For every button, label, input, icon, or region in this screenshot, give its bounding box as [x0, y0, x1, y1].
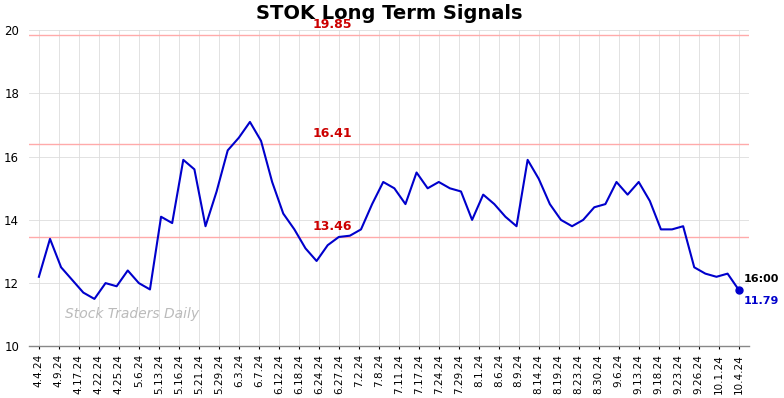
Text: 16:00: 16:00	[744, 274, 779, 284]
Text: 19.85: 19.85	[313, 18, 353, 31]
Text: Stock Traders Daily: Stock Traders Daily	[65, 307, 199, 321]
Text: 11.79: 11.79	[744, 296, 779, 306]
Text: 16.41: 16.41	[313, 127, 353, 140]
Text: 13.46: 13.46	[313, 220, 353, 233]
Title: STOK Long Term Signals: STOK Long Term Signals	[256, 4, 522, 23]
